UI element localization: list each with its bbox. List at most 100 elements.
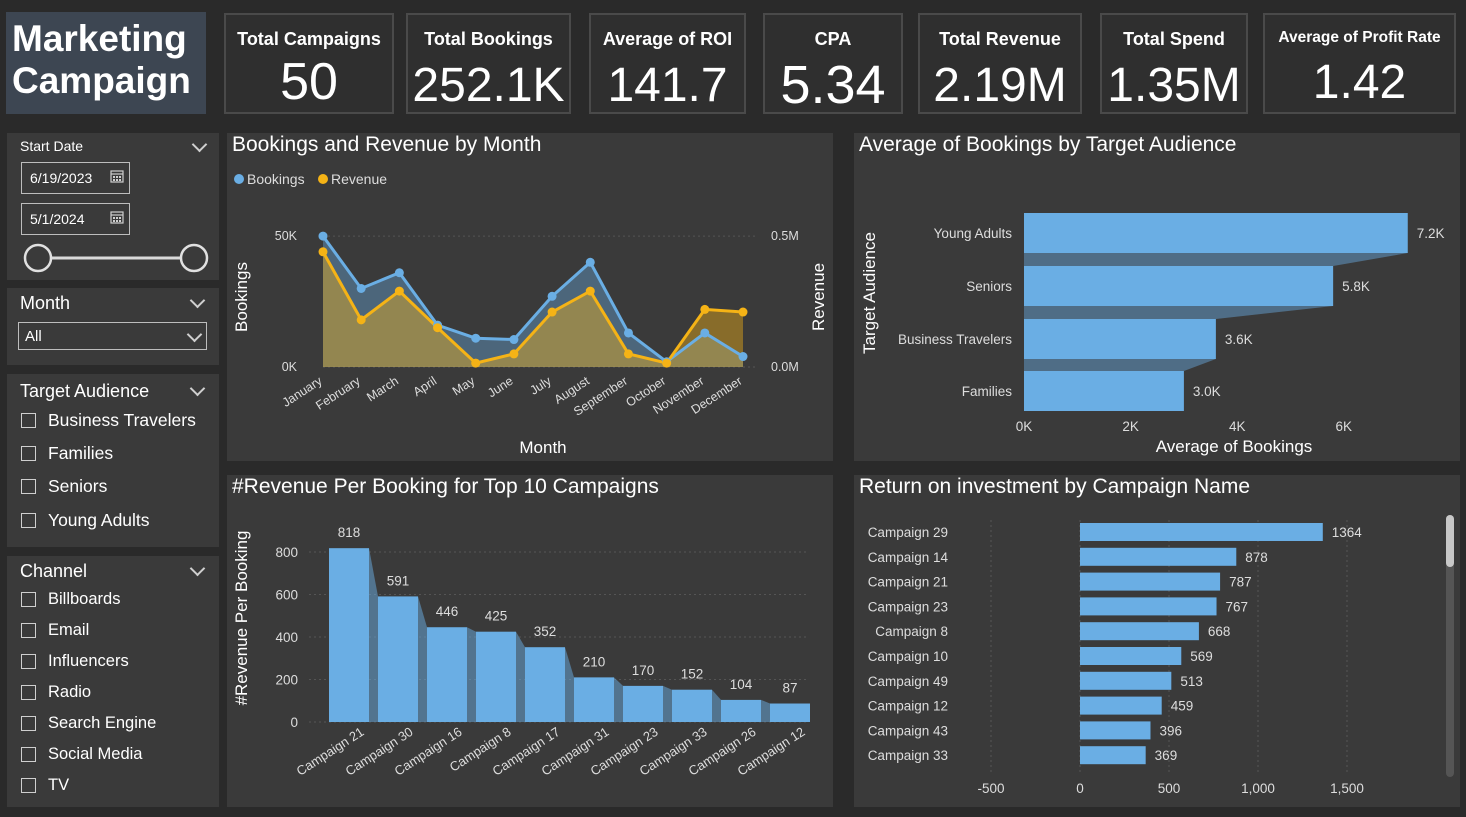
x-tick-label: July — [527, 373, 554, 397]
revenue-line — [321, 251, 744, 365]
slider-start-handle[interactable] — [23, 243, 53, 273]
option-label: Families — [48, 443, 114, 463]
y-axis-title: Bookings — [232, 262, 251, 332]
revenue-bar — [525, 647, 565, 722]
audience-slicer-title: Target Audience — [20, 381, 150, 401]
kpi-card-cpa: CPA 5.34 — [763, 13, 903, 115]
chevron-down-icon[interactable] — [189, 560, 206, 577]
data-label: 396 — [1159, 723, 1182, 738]
chart-title: Bookings and Revenue by Month — [232, 133, 542, 156]
data-label: 513 — [1180, 674, 1203, 689]
checkbox[interactable] — [21, 685, 36, 700]
bookings-point — [547, 291, 557, 301]
revenue-point — [509, 349, 519, 359]
chevron-down-icon[interactable] — [189, 292, 206, 309]
slider-end-handle[interactable] — [179, 243, 209, 273]
audience-option-seniors[interactable]: Seniors — [21, 476, 107, 497]
kpi-label: Average of ROI — [602, 29, 733, 49]
start-date-input[interactable]: 6/19/2023 — [21, 162, 130, 194]
bookings-point — [738, 352, 748, 362]
x-tick-label: 4K — [1229, 419, 1246, 434]
y2-axis-title: Revenue — [809, 263, 828, 331]
audience-option-young-adults[interactable]: Young Adults — [21, 510, 150, 531]
legend-label-revenue: Revenue — [331, 171, 387, 187]
data-label: 425 — [485, 609, 508, 624]
chart-title: Return on investment by Campaign Name — [859, 475, 1251, 498]
checkbox[interactable] — [21, 778, 36, 793]
category-label: Campaign 21 — [868, 575, 948, 590]
data-label: 3.0K — [1193, 384, 1221, 399]
channel-option-radio[interactable]: Radio — [21, 683, 91, 702]
kpi-card-roi: Average of ROI 141.7 — [589, 13, 746, 114]
roi-by-campaign-chart[interactable]: -500 0 500 1,000 1,500 Campaign 29 1364 Campaig… — [854, 475, 1460, 807]
calendar-icon[interactable] — [110, 210, 124, 224]
revenue-bar — [378, 596, 418, 722]
bookings-point — [585, 257, 595, 267]
month-dropdown[interactable]: All — [18, 322, 207, 350]
option-label: TV — [48, 776, 70, 794]
category-label: Families — [962, 384, 1013, 399]
data-label: 7.2K — [1417, 226, 1445, 241]
month-slicer-title: Month — [20, 293, 71, 313]
data-label: 818 — [338, 525, 361, 540]
y-tick-label: 0K — [282, 360, 298, 374]
data-label: 767 — [1226, 599, 1249, 614]
checkbox[interactable] — [21, 513, 36, 528]
audience-option-business-travelers[interactable]: Business Travelers — [21, 410, 196, 431]
revenue-point — [433, 323, 443, 333]
channel-option-search-engine[interactable]: Search Engine — [21, 714, 156, 733]
kpi-card-profit-rate: Average of Profit Rate 1.42 — [1263, 13, 1456, 114]
revenue-per-booking-chart-panel: #Revenue Per Booking for Top 10 Campaign… — [227, 475, 833, 807]
roi-bar — [1080, 721, 1151, 740]
channel-option-social-media[interactable]: Social Media — [21, 745, 142, 764]
x-tick-label: 0 — [1076, 781, 1084, 796]
kpi-value: 141.7 — [607, 59, 728, 112]
category-label: Campaign 10 — [868, 649, 948, 664]
audience-bar — [1024, 319, 1216, 359]
category-label: Campaign 33 — [868, 748, 948, 763]
calendar-icon[interactable] — [110, 169, 124, 183]
channel-option-influencers[interactable]: Influencers — [21, 652, 129, 671]
bookings-point — [356, 283, 366, 293]
bookings-revenue-chart[interactable]: Bookings Revenue 50K 0K 0.5M 0.0M Bookings Reve… — [227, 133, 833, 461]
checkbox[interactable] — [21, 592, 36, 607]
checkbox[interactable] — [21, 413, 36, 428]
date-range-slider[interactable] — [21, 241, 211, 275]
checkbox[interactable] — [21, 716, 36, 731]
roi-bar — [1080, 647, 1182, 665]
checkbox[interactable] — [21, 479, 36, 494]
kpi-label: Total Spend — [1123, 29, 1225, 49]
chevron-down-icon[interactable] — [189, 380, 206, 397]
channel-option-tv[interactable]: TV — [21, 776, 69, 795]
kpi-label: Total Bookings — [424, 29, 553, 49]
end-date-input[interactable]: 5/1/2024 — [21, 203, 130, 235]
bar-connector — [369, 548, 378, 722]
data-label: 569 — [1190, 649, 1213, 664]
channel-option-billboards[interactable]: Billboards — [21, 590, 120, 609]
end-date-value: 5/1/2024 — [30, 211, 85, 227]
revenue-point — [623, 349, 633, 359]
audience-option-families[interactable]: Families — [21, 443, 113, 464]
chevron-down-icon[interactable] — [191, 136, 208, 153]
checkbox[interactable] — [21, 623, 36, 638]
audience-bookings-chart[interactable]: Young Adults 7.2K Seniors 5.8K Business Trav… — [854, 133, 1460, 461]
bookings-point — [471, 333, 481, 343]
category-label: Campaign 12 — [868, 699, 948, 714]
kpi-card-revenue: Total Revenue 2.19M — [918, 13, 1082, 114]
data-label: 210 — [583, 654, 606, 669]
checkbox[interactable] — [21, 747, 36, 762]
x-tick-label: 1,000 — [1241, 781, 1275, 796]
kpi-value: 1.35M — [1107, 59, 1241, 112]
scrollbar-thumb[interactable] — [1446, 515, 1454, 567]
data-label: 3.6K — [1225, 332, 1253, 347]
option-label: Billboards — [48, 590, 121, 608]
data-label: 459 — [1171, 699, 1194, 714]
roi-bar — [1080, 622, 1199, 641]
checkbox[interactable] — [21, 446, 36, 461]
roi-bar — [1080, 597, 1217, 616]
channel-option-email[interactable]: Email — [21, 621, 89, 640]
checkbox[interactable] — [21, 654, 36, 669]
option-label: Social Media — [48, 745, 143, 763]
category-label: Campaign 14 — [868, 550, 949, 565]
